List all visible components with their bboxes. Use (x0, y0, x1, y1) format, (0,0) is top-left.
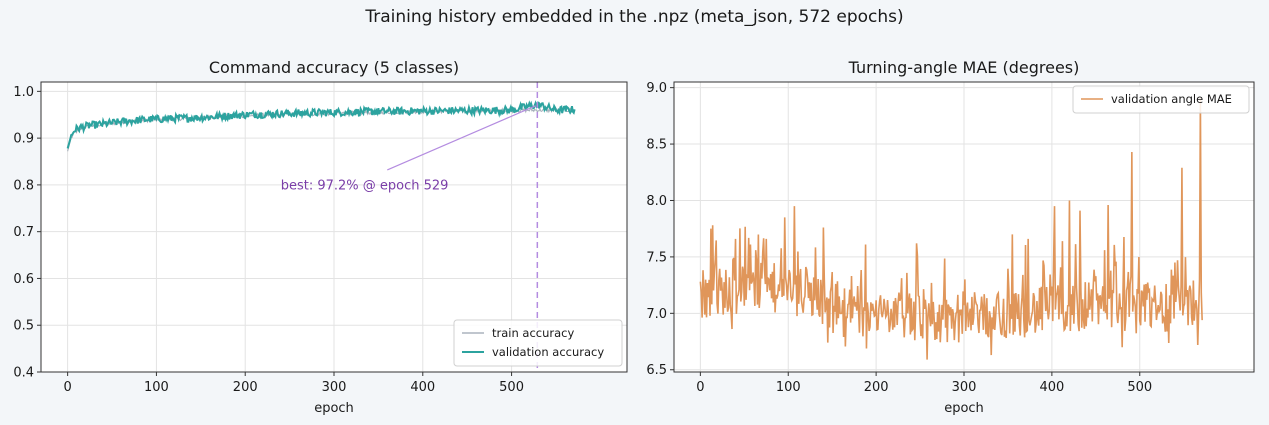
chart-title: Turning-angle MAE (degrees) (848, 58, 1080, 77)
legend-box (453, 319, 623, 367)
y-tick-label: 0.7 (13, 225, 34, 240)
axes-frame (40, 81, 628, 373)
y-tick-label: 9.0 (646, 81, 667, 96)
series-validation-angle-mae (699, 97, 1203, 360)
y-tick-label: 0.5 (13, 319, 34, 334)
legend-label: train accuracy (492, 326, 575, 340)
y-tick-label: 7.0 (646, 307, 667, 322)
x-axis-label: epoch (944, 401, 984, 416)
legend-box (1072, 85, 1250, 114)
y-tick-label: 8.0 (646, 194, 667, 209)
legend-label: validation angle MAE (1111, 92, 1232, 106)
y-tick-label: 0.8 (13, 178, 34, 193)
chart-title: Command accuracy (5 classes) (209, 58, 459, 77)
x-tick-label: 200 (864, 380, 889, 395)
y-tick-label: 8.5 (646, 138, 667, 153)
legend: validation angle MAE (1072, 85, 1250, 114)
series-validation-accuracy (66, 100, 576, 149)
figure-title: Training history embedded in the .npz (m… (365, 7, 904, 27)
annotation-arrow (387, 105, 536, 171)
x-tick-label: 400 (1039, 380, 1064, 395)
angle-mae-chart: 0 100 200 300 400 500 6.5 7.0 7.5 8.0 8.5 9.0 Turnin… (646, 58, 1255, 416)
best-annotation: best: 97.2% @ epoch 529 (281, 178, 449, 193)
legend-label: validation accuracy (492, 345, 604, 359)
axes-frame (673, 81, 1255, 373)
y-tick-label: 0.6 (13, 272, 34, 287)
x-tick-label: 300 (952, 380, 977, 395)
y-tick-label: 0.9 (13, 132, 34, 147)
y-tick-label: 7.5 (646, 250, 667, 265)
x-tick-label: 500 (499, 380, 524, 395)
x-axis-label: epoch (314, 401, 354, 416)
x-tick-label: 200 (233, 380, 258, 395)
y-tick-label: 6.5 (646, 363, 667, 378)
y-tick-label: 1.0 (13, 85, 34, 100)
x-tick-label: 400 (410, 380, 435, 395)
y-tick-label: 0.4 (13, 366, 34, 381)
x-tick-label: 0 (696, 380, 704, 395)
x-tick-label: 100 (144, 380, 169, 395)
accuracy-chart: 0 100 200 300 400 500 0.4 0.5 0.6 0.7 0.8 0.9 1.0 Com… (13, 58, 628, 416)
x-tick-label: 100 (776, 380, 801, 395)
x-tick-label: 0 (63, 380, 71, 395)
x-tick-label: 300 (322, 380, 347, 395)
x-tick-label: 500 (1127, 380, 1152, 395)
legend: train accuracy validation accuracy (453, 319, 623, 367)
